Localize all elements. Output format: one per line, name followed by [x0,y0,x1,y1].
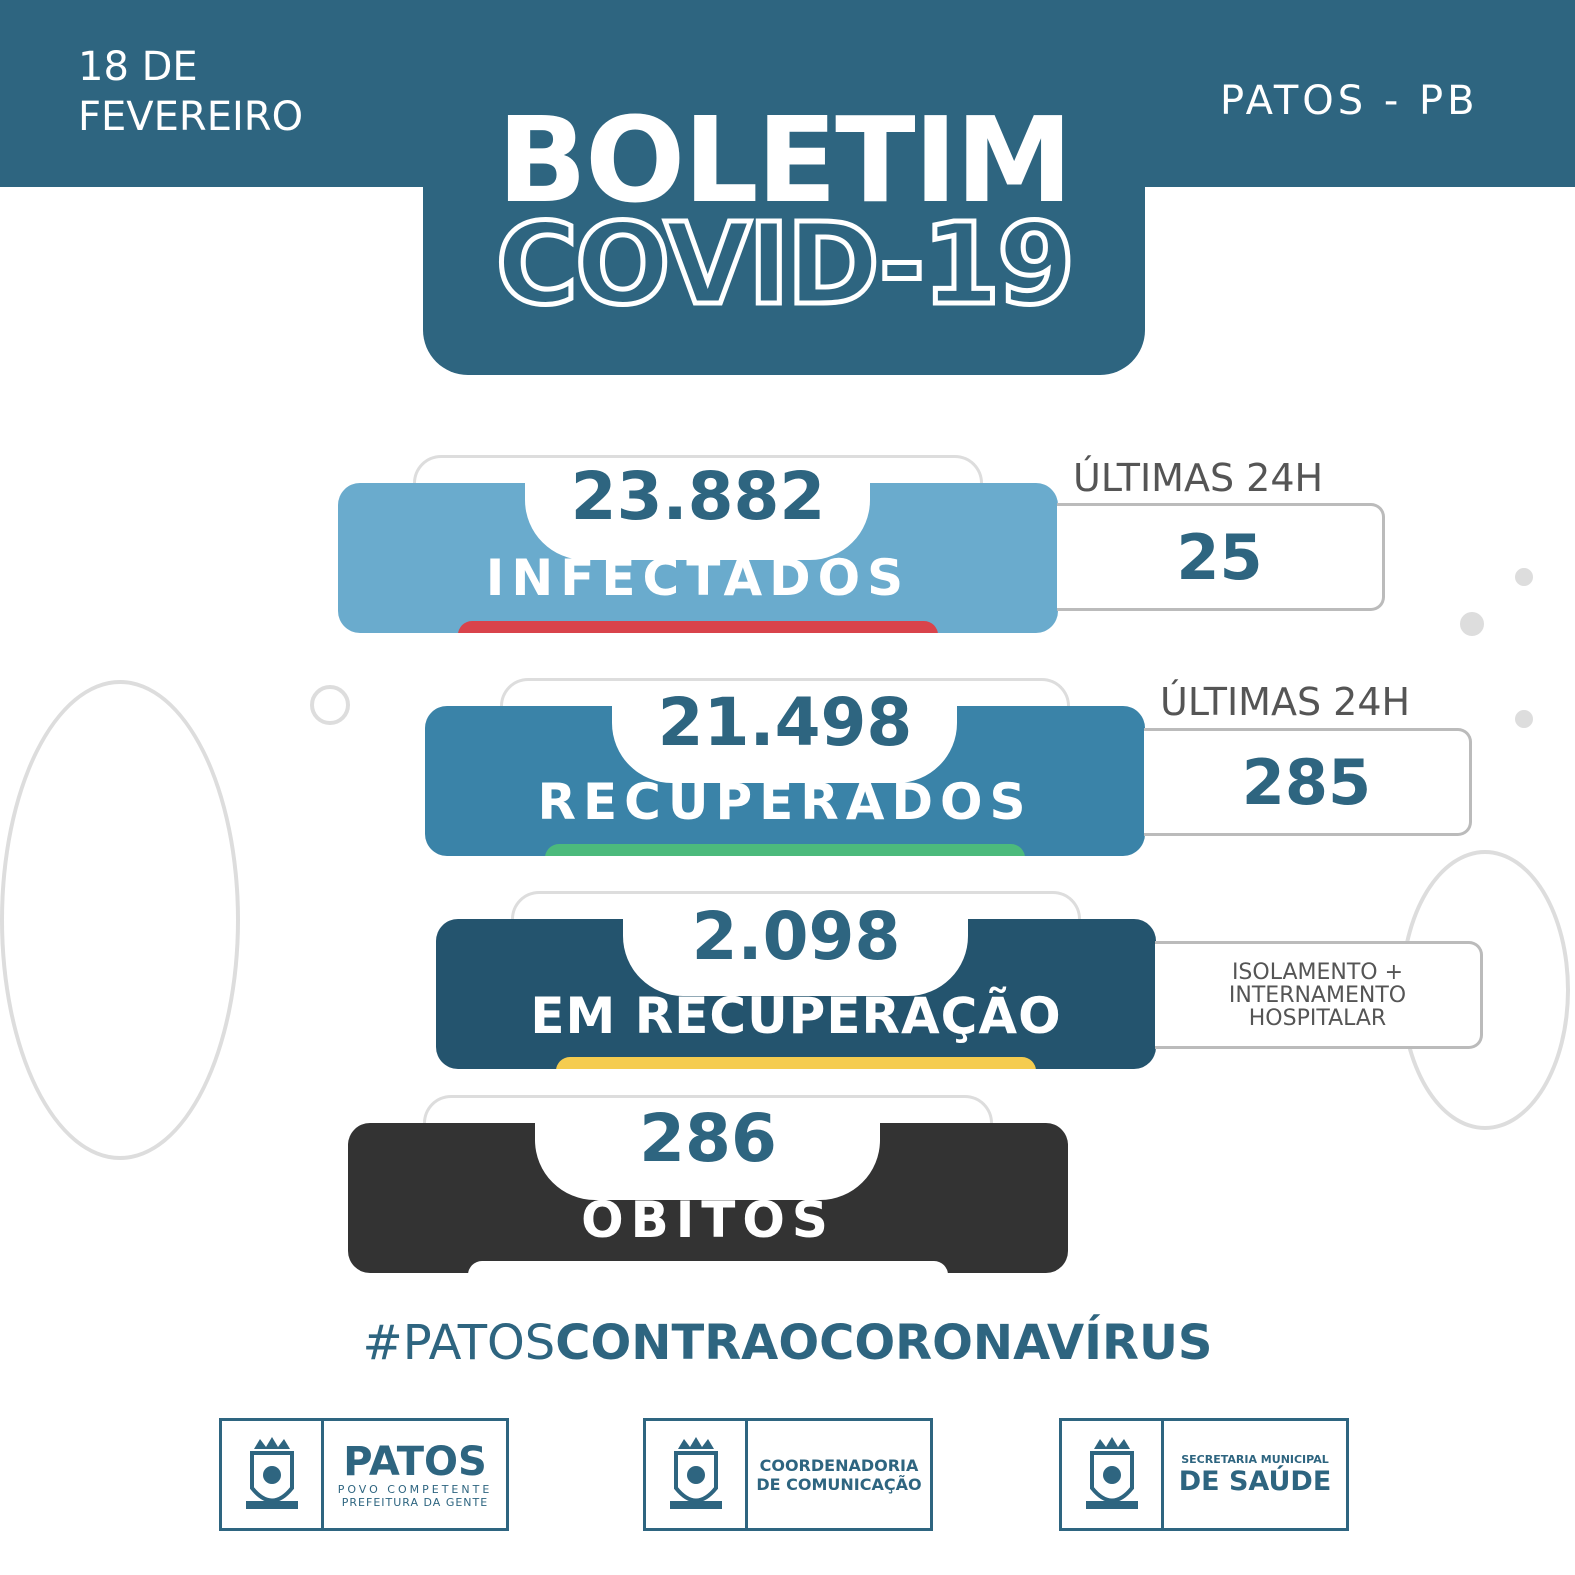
logo-sub: PREFEITURA DA GENTE [341,1495,489,1509]
logo-line: COORDENADORIA [759,1455,919,1475]
crest-icon [1062,1421,1164,1528]
status-bar [556,1057,1036,1069]
logo-sub: POVO COMPETENTE [337,1482,493,1496]
card-notch [525,483,870,560]
isolamento-box: ISOLAMENTO + INTERNAMENTO HOSPITALAR [1155,941,1483,1049]
em-recuperacao-card [436,919,1156,1069]
date: 18 DE FEVEREIRO [78,42,303,142]
hashtag-part2: CONTRAOCORONAVÍRUS [555,1315,1213,1371]
dot-decoration-icon [1515,710,1533,728]
logo-line: SECRETARIA MUNICIPAL [1181,1452,1329,1466]
crest-icon [646,1421,748,1528]
title-covid: COVID-19 [493,200,1077,330]
side-note: ISOLAMENTO + [1231,959,1404,985]
date-day: 18 DE [78,44,198,90]
infectados-value: 23.882 [570,458,826,535]
card-notch [623,919,968,996]
recuperados-value: 21.498 [657,684,913,761]
hashtag-part1: #PATOS [362,1315,556,1371]
infectados-card [338,483,1058,633]
status-bar [468,1261,948,1273]
status-bar [545,844,1025,856]
recuperados-card [425,706,1145,856]
em-recuperacao-value: 2.098 [691,898,901,975]
logo-line: DE COMUNICAÇÃO [756,1474,922,1494]
infectados-24h-value: 25 [1176,520,1263,594]
dot-decoration-icon [1460,612,1484,636]
dot-decoration-icon [1515,568,1533,586]
recuperados-label: RECUPERADOS [537,773,1033,831]
title-boletim: BOLETIM [497,91,1073,229]
last-24h-label: ÚLTIMAS 24H [1160,680,1411,724]
date-month: FEVEREIRO [78,94,304,140]
saude-logo: SECRETARIA MUNICIPAL DE SAÚDE [1059,1418,1349,1531]
obitos-label: ÓBITOS [581,1191,835,1249]
comunicacao-logo: COORDENADORIA DE COMUNICAÇÃO [643,1418,933,1531]
side-note: HOSPITALAR [1248,1005,1387,1031]
last-24h-label: ÚLTIMAS 24H [1073,456,1324,500]
recuperados-24h-box: 285 [1144,728,1472,836]
infectados-24h-box: 25 [1057,503,1385,611]
hashtag: #PATOSCONTRAOCORONAVÍRUS [0,1315,1575,1371]
infectados-label: INFECTADOS [485,549,911,607]
card-notch [612,706,957,783]
location: PATOS - PB [1220,78,1479,124]
obitos-card [348,1123,1068,1273]
title-tab [423,100,1145,375]
prefeitura-logo: PATOS POVO COMPETENTE PREFEITURA DA GENTE [219,1418,509,1531]
card-notch [535,1123,880,1200]
logo-line: DE SAÚDE [1178,1465,1332,1497]
side-note: INTERNAMENTO [1228,982,1407,1008]
status-bar [458,621,938,633]
obitos-value: 286 [639,1100,777,1177]
virus-decoration-icon [0,680,240,1160]
circle-decoration-icon [310,685,350,725]
em-recuperacao-label: EM RECUPERAÇÃO [530,987,1062,1045]
crest-icon [222,1421,324,1528]
recuperados-24h-value: 285 [1241,745,1372,819]
logo-title: PATOS [343,1438,487,1485]
